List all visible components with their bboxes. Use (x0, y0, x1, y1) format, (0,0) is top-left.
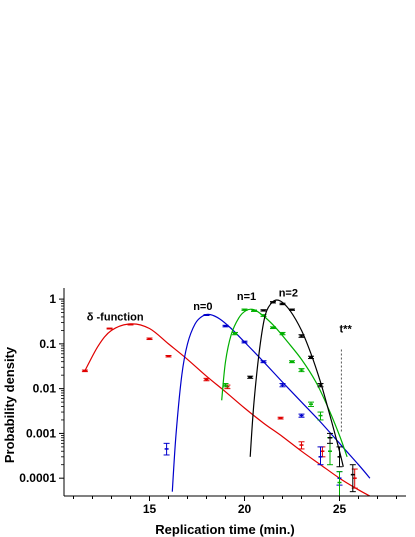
data-point (241, 308, 248, 311)
data-point (241, 340, 248, 344)
y-tick-label: 0.0001 (19, 471, 56, 485)
series-curve (171, 313, 371, 492)
annotation-label: δ -function (87, 312, 144, 324)
y-axis-label: Probability density (2, 346, 17, 463)
y-tick-label: 0.01 (33, 382, 57, 396)
x-tick-label: 15 (143, 502, 157, 516)
data-point (251, 309, 257, 312)
data-point (146, 337, 153, 341)
data-point (81, 369, 88, 373)
data-point (298, 441, 305, 450)
annotations-layer: δ -function n=0 n=1 n=2 t** (87, 287, 353, 432)
annotation-label: t** (340, 323, 353, 335)
y-tick-label: 0.1 (39, 337, 56, 351)
data-point (106, 327, 113, 330)
data-point (260, 360, 267, 364)
data-point (222, 383, 229, 388)
y-tick-label: 0.001 (26, 426, 56, 440)
series-0 (81, 323, 371, 497)
annotation-label: n=2 (279, 287, 298, 299)
data-point (270, 301, 276, 304)
ticks-layer: 15 20 25 1 0.1 0.01 0.001 0.0001 (19, 292, 397, 516)
data-point (232, 331, 238, 336)
data-point (279, 302, 286, 306)
data-point (260, 309, 267, 312)
y-tick-label: 1 (49, 292, 56, 306)
data-point (317, 446, 324, 466)
data-point (163, 442, 170, 456)
x-tick-label: 20 (238, 502, 252, 516)
data-point (298, 334, 305, 338)
data-point (165, 354, 172, 358)
x-tick-label: 25 (333, 502, 347, 516)
annotation-label: n=0 (193, 301, 212, 313)
series-3 (247, 299, 356, 493)
data-point (308, 401, 314, 407)
data-point (203, 377, 210, 382)
data-point (247, 375, 254, 379)
data-point (298, 368, 305, 373)
x-axis-label: Replication time (min.) (155, 522, 294, 537)
data-point (308, 355, 314, 360)
data-point (279, 383, 286, 388)
data-point (317, 383, 324, 388)
data-point (317, 411, 324, 421)
data-point (349, 464, 356, 493)
data-point (289, 360, 295, 364)
series-curve (84, 323, 371, 497)
data-point (289, 308, 295, 311)
data-point (336, 446, 343, 468)
data-point (270, 326, 276, 330)
data-point (203, 314, 210, 317)
data-point (277, 416, 284, 420)
data-point (279, 331, 286, 336)
annotation-label: n=1 (237, 291, 256, 303)
data-point (127, 323, 134, 326)
data-point (222, 324, 229, 328)
data-point (298, 413, 305, 418)
series-layer (81, 299, 371, 497)
data-point (327, 432, 333, 444)
